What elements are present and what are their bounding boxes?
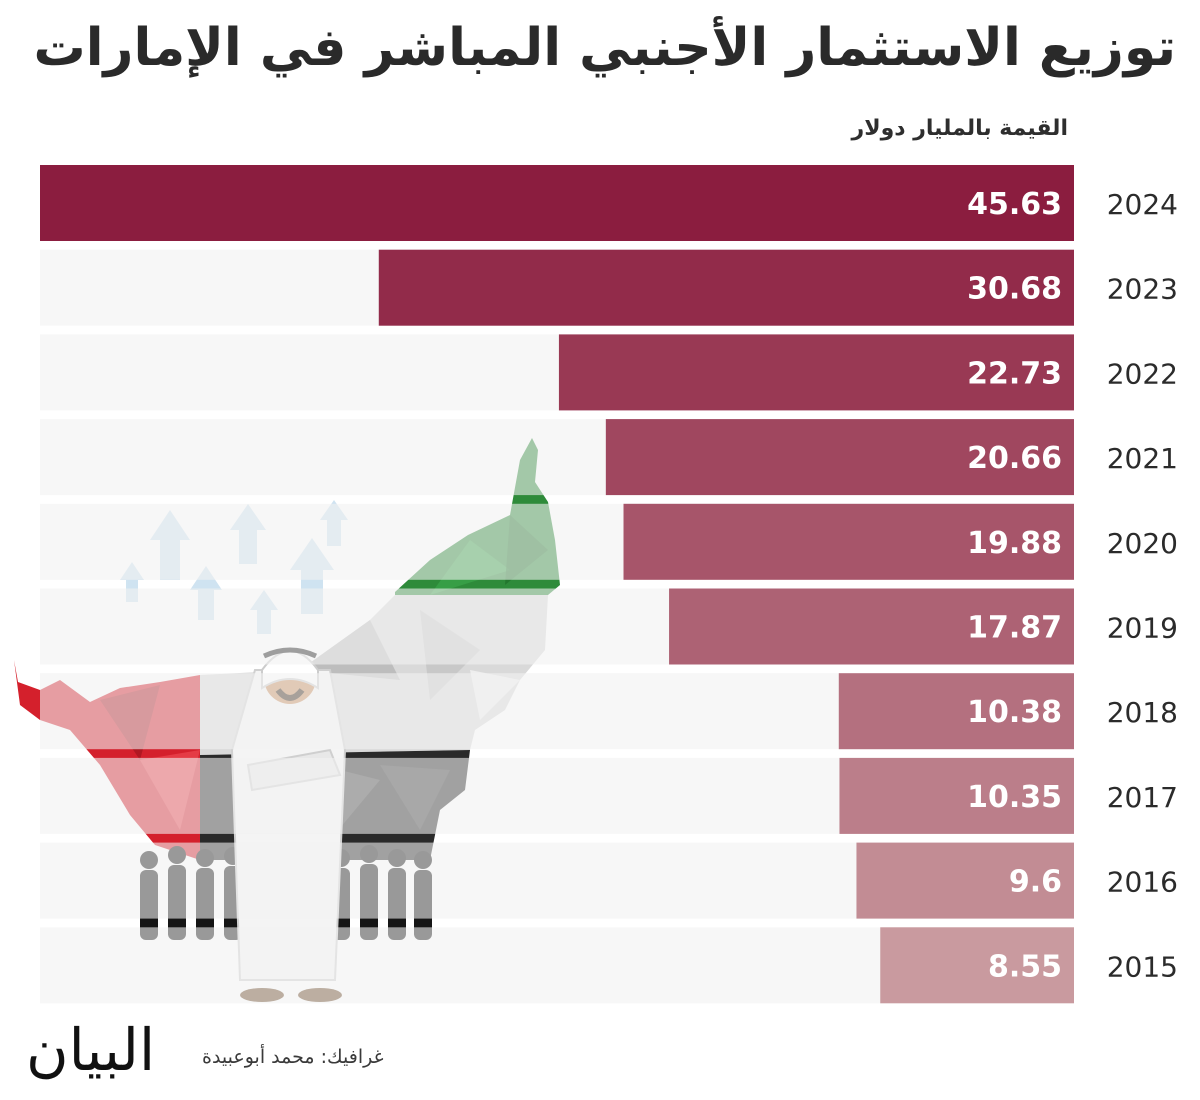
bar-2016 <box>856 842 1074 919</box>
unit-label: القيمة بالمليار دولار <box>851 116 1068 141</box>
year-label: 2015 <box>1107 950 1178 983</box>
bar-2020 <box>623 503 1074 580</box>
bar-2019 <box>669 588 1074 665</box>
year-label: 2021 <box>1107 442 1178 475</box>
bar-2023 <box>378 249 1075 326</box>
value-label: 19.88 <box>967 526 1062 561</box>
year-label: 2017 <box>1107 781 1178 814</box>
year-label: 2020 <box>1107 527 1178 560</box>
value-label: 45.63 <box>967 187 1062 222</box>
year-label: 2023 <box>1107 273 1178 306</box>
value-label: 20.66 <box>967 441 1062 476</box>
value-label: 9.6 <box>1009 865 1062 900</box>
year-label: 2018 <box>1107 696 1178 729</box>
bar-2017 <box>839 757 1074 834</box>
value-label: 30.68 <box>967 272 1062 307</box>
albayan-logo: البيان <box>26 1016 156 1084</box>
value-label: 8.55 <box>988 949 1062 984</box>
bar-2021 <box>605 419 1074 496</box>
bar-2024 <box>40 165 1074 241</box>
bar-2022 <box>558 334 1074 411</box>
graphic-credit: غرافيك: محمد أبوعبيدة <box>202 1046 384 1068</box>
value-label: 17.87 <box>967 611 1062 646</box>
year-label: 2019 <box>1107 612 1178 645</box>
page-title: توزيع الاستثمار الأجنبي المباشر في الإما… <box>33 18 1176 78</box>
value-label: 10.38 <box>967 695 1062 730</box>
value-label: 22.73 <box>967 356 1062 391</box>
value-label: 10.35 <box>967 780 1062 815</box>
year-label: 2022 <box>1107 357 1178 390</box>
bar-2018 <box>838 673 1074 750</box>
year-label: 2024 <box>1107 188 1178 221</box>
year-label: 2016 <box>1107 866 1178 899</box>
bar-2015 <box>880 927 1074 1004</box>
